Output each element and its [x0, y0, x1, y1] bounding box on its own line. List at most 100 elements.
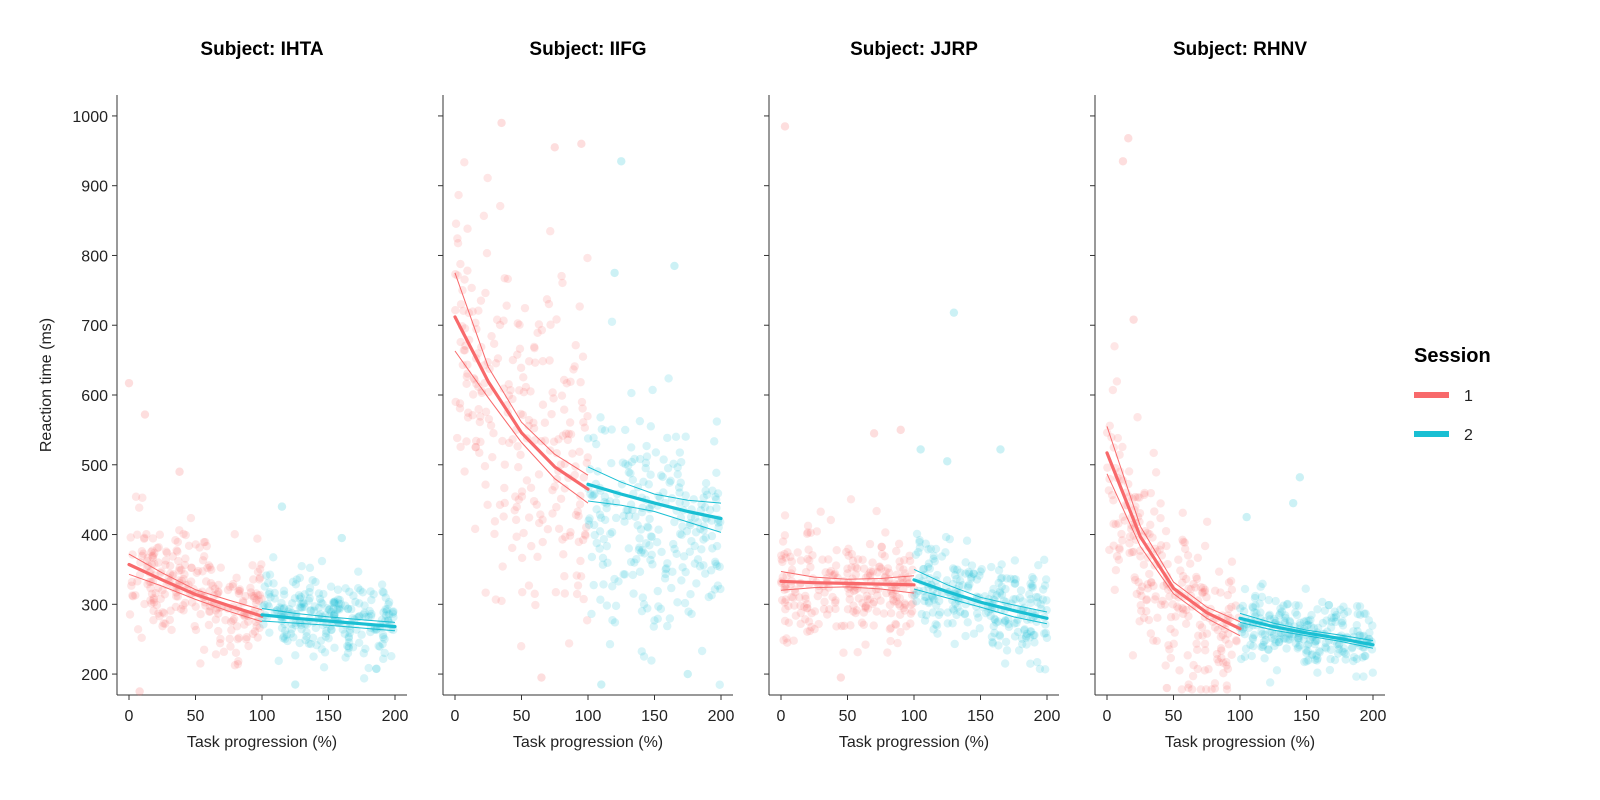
data-point: [566, 377, 575, 386]
data-point: [198, 556, 208, 565]
data-point: [1304, 639, 1313, 649]
data-point: [233, 634, 242, 644]
data-point: [1129, 315, 1138, 324]
data-point: [360, 601, 369, 610]
data-point: [291, 609, 300, 619]
data-point: [642, 441, 651, 451]
data-point: [226, 617, 236, 627]
data-point: [711, 495, 721, 504]
data-point: [576, 572, 586, 581]
data-point: [150, 559, 159, 569]
data-point: [804, 617, 814, 626]
data-point: [781, 581, 790, 590]
data-point: [626, 443, 636, 452]
data-point: [599, 580, 608, 589]
data-point: [886, 608, 896, 618]
data-point: [149, 606, 158, 616]
data-point: [234, 633, 244, 643]
data-point: [679, 552, 689, 561]
data-point: [915, 537, 924, 547]
data-point: [685, 547, 695, 556]
data-point: [579, 473, 589, 482]
data-point: [861, 603, 870, 613]
data-point: [846, 621, 855, 630]
data-point: [497, 118, 506, 128]
data-point: [803, 521, 813, 531]
data-point: [716, 517, 725, 527]
data-point: [175, 467, 184, 476]
y-tick-label: 400: [81, 528, 108, 545]
data-point: [800, 615, 810, 624]
data-point: [359, 610, 368, 619]
data-point: [161, 547, 171, 556]
data-point: [148, 551, 157, 561]
data-point: [571, 510, 581, 520]
data-point: [824, 555, 833, 564]
data-point: [487, 331, 496, 341]
data-point: [1136, 552, 1145, 561]
data-point: [865, 539, 875, 549]
data-point: [826, 515, 836, 525]
data-point: [1244, 623, 1254, 633]
data-point: [158, 608, 167, 617]
x-tick-label: 50: [187, 708, 205, 725]
data-point: [646, 532, 656, 541]
data-point: [1318, 597, 1327, 607]
data-point: [851, 562, 860, 572]
data-point: [207, 565, 216, 574]
data-point: [1294, 642, 1303, 652]
data-point: [1265, 678, 1275, 687]
data-point: [1164, 641, 1173, 650]
data-point: [966, 574, 976, 583]
data-point: [653, 586, 662, 596]
data-point: [159, 619, 168, 628]
data-point: [701, 533, 710, 542]
data-point: [548, 509, 557, 518]
data-point: [986, 611, 995, 621]
data-point: [517, 642, 526, 651]
data-point: [499, 316, 508, 325]
data-point: [1142, 595, 1151, 604]
x-axis-title: Task progression (%): [187, 734, 337, 751]
data-point: [843, 605, 853, 614]
data-point: [951, 599, 960, 608]
data-point: [471, 442, 480, 452]
data-point: [868, 558, 877, 567]
data-point: [1196, 685, 1206, 694]
data-point: [190, 621, 199, 631]
data-point: [175, 526, 184, 535]
x-tick-label: 200: [708, 708, 735, 725]
data-point: [1124, 479, 1133, 489]
data-point: [1216, 644, 1226, 653]
data-point: [687, 609, 696, 619]
data-point: [915, 536, 924, 545]
data-point: [149, 615, 158, 625]
data-point: [648, 385, 657, 395]
data-point: [305, 587, 314, 597]
data-point: [1222, 657, 1231, 667]
data-point: [964, 581, 973, 591]
fit-line-session1: [453, 315, 590, 491]
data-point: [326, 622, 335, 631]
data-point: [1276, 609, 1285, 618]
data-point: [928, 593, 938, 603]
data-point: [127, 581, 136, 590]
data-point: [252, 589, 261, 598]
data-point: [1360, 651, 1369, 661]
data-point: [989, 622, 998, 631]
data-point: [707, 591, 716, 600]
data-point: [851, 570, 861, 579]
data-point: [875, 562, 884, 571]
data-point: [663, 559, 672, 568]
y-tick-label: 200: [81, 667, 108, 684]
data-point: [1198, 631, 1207, 640]
data-point: [214, 609, 223, 618]
data-point: [634, 545, 644, 555]
data-point: [802, 604, 812, 613]
data-point: [574, 511, 583, 521]
data-point: [992, 618, 1001, 627]
data-point: [1165, 592, 1174, 601]
data-point: [162, 548, 172, 557]
data-point: [638, 545, 647, 555]
data-point: [324, 611, 334, 620]
